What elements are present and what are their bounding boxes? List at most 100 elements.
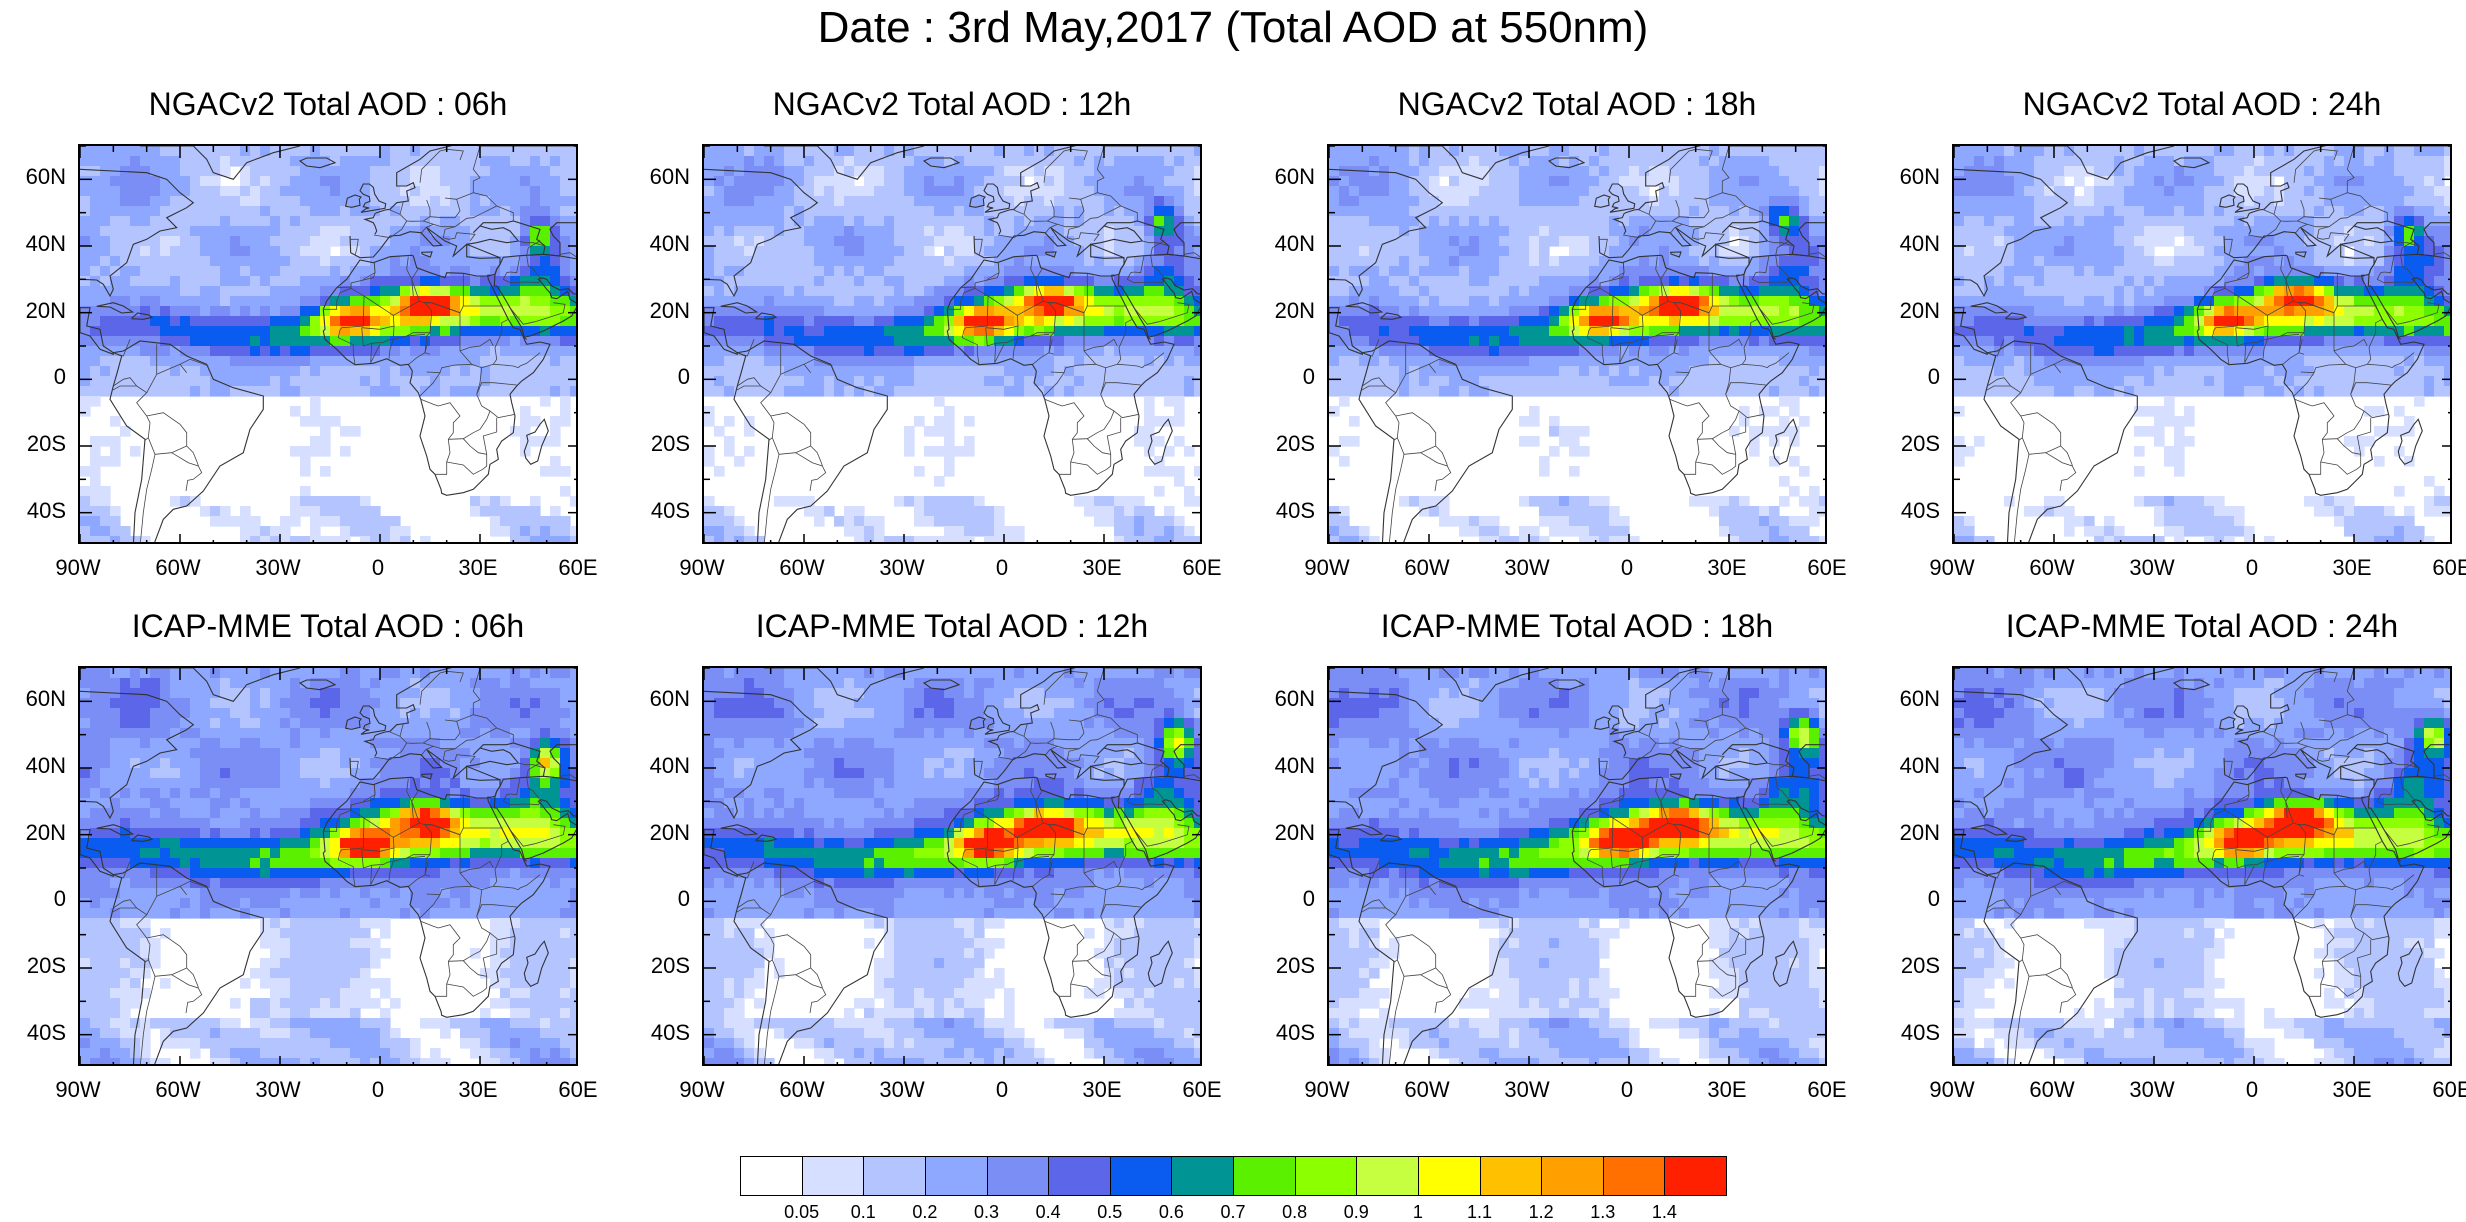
coastline-madagascar [523,418,549,465]
border-line [1612,784,1625,802]
panel-title: ICAP-MME Total AOD : 06h [131,608,525,644]
border-line [803,880,833,889]
border-line [1675,885,1721,896]
coastline-greenland [140,668,301,702]
coastlines [80,146,576,542]
border-line [1050,885,1096,896]
lon-tick-label: 60E [2432,1077,2466,1102]
panel-title: NGACv2 Total AOD : 12h [772,86,1132,122]
border-line [1100,904,1141,917]
lon-tick-label: 0 [371,555,385,580]
border-line [2293,894,2315,919]
border-line [764,976,780,1064]
coastline-southAmerica [109,340,264,542]
coastline-italySicily [2295,773,2307,780]
border-line [961,329,980,365]
coastline-arabia [1117,775,1200,860]
coastline-turkeyRegion [1571,765,1800,1018]
border-line [1070,670,1088,683]
border-line [1708,860,1743,874]
coastline-ireland [1594,716,1611,730]
border-line [1572,283,1601,310]
border-line [1045,223,1058,233]
border-line [136,385,147,394]
lat-tick-label: 60N [25,686,66,712]
border-line [2018,959,2023,963]
border-line [1032,861,1053,887]
lat-tick-label: 40N [1274,753,1315,778]
lat-tick-label: 60N [649,686,690,712]
border-line [1655,197,1710,222]
border-line [2294,398,2335,475]
coastline-turkeyRegion [322,765,551,1018]
lat-tick-label: 60N [25,164,66,190]
border-line [2262,847,2269,881]
colorbar-swatch [801,1156,865,1196]
lat-tick-label: 20S [1900,953,1940,978]
colorbar-swatch [1294,1156,1358,1196]
border-line [1767,240,1795,247]
border-line [459,795,482,891]
lon-tick-label: 60W [779,555,825,580]
border-line [2383,824,2440,847]
border-line [2244,343,2255,363]
border-line [411,279,420,302]
border-line [1428,358,1458,367]
lat-tick-label: 20N [1274,819,1315,845]
border-line [2280,719,2335,744]
aod-map [78,144,578,544]
lon-tick-label: 60E [1807,1077,1847,1102]
border-line [509,279,542,284]
coastline-hispaniola [2005,834,2028,842]
coastline-northAmerica [704,690,819,820]
country-borders [1985,668,2450,1064]
border-line [2294,920,2335,997]
border-line [1045,745,1058,755]
axis-ticks [1329,146,1825,542]
lat-tick-label: 60N [1274,686,1315,712]
border-line [1767,762,1795,769]
border-line [1362,861,1380,879]
border-line [2014,454,2030,542]
lat-tick-label: 0 [1302,364,1315,390]
aod-shading [704,668,1200,1064]
lat-tick-label: 40S [1275,497,1315,523]
border-line [1360,385,1386,392]
border-line [1080,146,1105,200]
border-line [446,670,464,683]
border-line [1133,279,1166,284]
border-line [1987,861,2005,879]
lon-tick-label: 90W [55,1077,101,1102]
border-line [370,865,381,885]
coastline-southAmerica [733,862,888,1064]
border-line [1142,762,1170,769]
aod-map [702,144,1202,544]
border-line [997,208,1032,239]
border-line [947,805,976,832]
border-line [1083,273,1106,369]
border-line [350,760,359,778]
coastline-northAmerica [1954,168,2069,298]
aod-shading [1329,146,1825,542]
border-line [2280,854,2304,859]
border-line [1572,805,1601,832]
coastline-arabia [1742,775,1825,860]
border-line [2211,329,2230,365]
border-line [408,339,429,365]
aod-shading [80,668,576,1064]
border-line [2213,809,2239,853]
border-line [2300,363,2346,374]
border-line [1360,907,1386,914]
coastline-iceland [2172,157,2211,169]
lat-tick-label: 20N [649,297,690,323]
border-line [2237,784,2250,802]
lat-tick-label: 0 [1302,886,1315,912]
border-line [2320,670,2338,683]
border-line [1030,197,1085,222]
border-line [136,344,188,455]
colorbar-swatch [863,1156,926,1196]
border-line [1420,452,1452,492]
border-line [1697,410,1740,440]
border-line [1389,454,1405,542]
border-line [448,410,491,440]
